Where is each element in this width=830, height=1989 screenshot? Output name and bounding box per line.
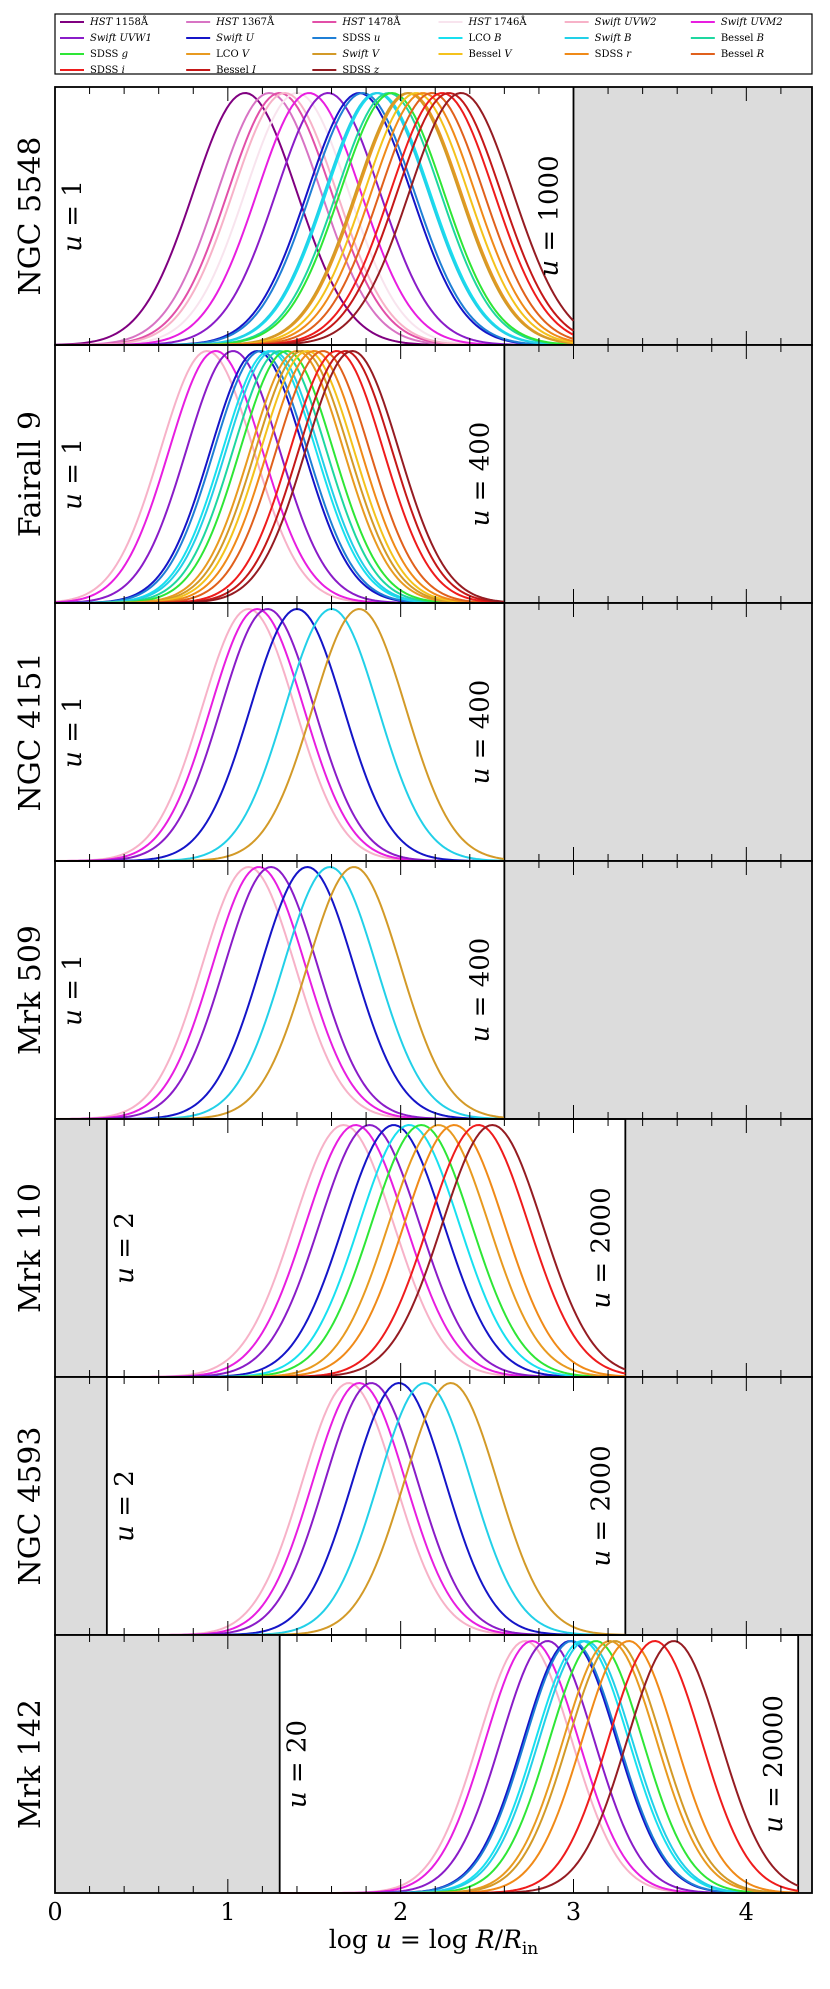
legend-label-swift-v: Swift V [342, 49, 381, 60]
u-max-label: u = 400 [465, 938, 495, 1043]
u-min-label: u = 1 [58, 180, 88, 252]
excluded-region-right [573, 87, 812, 345]
excluded-region-right [798, 1635, 812, 1893]
series-line-swift-uvw1 [55, 865, 505, 1120]
excluded-region-left [55, 1635, 280, 1893]
legend-label-lco-v: LCO V [216, 49, 251, 60]
x-tick-label: 4 [739, 1898, 754, 1926]
u-max-label: u = 2000 [586, 1445, 616, 1566]
legend-label-swift-uvw2: Swift UVW2 [595, 17, 657, 28]
object-name-label: NGC 4151 [13, 652, 48, 811]
excluded-region-right [504, 861, 812, 1119]
panel-frame [54, 1634, 813, 1894]
series-line-sdss-r [279, 1640, 799, 1894]
series-group [54, 91, 575, 346]
panel-mrk-142: u = 20 u = 20000 Mrk 142 [13, 1634, 813, 1894]
excluded-region-right [504, 603, 812, 861]
legend-label-bessel-v: Bessel V [469, 49, 514, 60]
panel-mrk-509: u = 1 u = 400 Mrk 509 [13, 860, 813, 1120]
series-group [54, 865, 505, 1120]
series-group [106, 1381, 626, 1636]
legend-label-bessel-i: Bessel I [216, 65, 257, 76]
legend-label-sdss-g: SDSS g [90, 49, 128, 60]
legend-label-sdss-i: SDSS i [90, 65, 125, 76]
excluded-region-left [55, 1119, 107, 1377]
legend-label-swift-uvw1: Swift UVW1 [90, 33, 152, 44]
series-line-swift-uvw2 [54, 607, 505, 862]
u-min-label: u = 1 [58, 954, 88, 1026]
series-line-swift-uvw2 [106, 1382, 626, 1636]
x-axis-title: log u = log R/Rin [329, 1925, 538, 1959]
legend-label-sdss-r: SDSS r [595, 49, 633, 60]
excluded-region-right [504, 345, 812, 603]
excluded-region-left [55, 1377, 107, 1635]
legend-label-hst-1746: HST 1746Å [468, 16, 528, 28]
u-min-label: u = 2 [110, 1212, 140, 1284]
legend-label-swift-b: Swift B [595, 33, 632, 44]
panels: u = 1 u = 1000 NGC 5548 u = 1 u = 400 Fairall… [13, 86, 813, 1894]
legend-label-bessel-b: Bessel B [721, 33, 764, 44]
object-name-label: Mrk 509 [13, 925, 48, 1055]
panel-mrk-110: u = 2 u = 2000 Mrk 110 [13, 1118, 813, 1378]
excluded-region-right [625, 1377, 812, 1635]
series-line-swift-uvm2 [106, 1381, 626, 1636]
series-line-swift-u [55, 607, 505, 862]
legend-label-sdss-u: SDSS u [342, 33, 380, 44]
series-line-swift-b [55, 608, 505, 862]
excluded-region-right [625, 1119, 812, 1377]
legend-label-hst-1367: HST 1367Å [215, 16, 275, 28]
u-max-label: u = 20000 [759, 1695, 789, 1833]
series-line-swift-u [106, 1124, 626, 1378]
panel-fairall-9: u = 1 u = 400 Fairall 9 [13, 344, 813, 604]
panel-ngc-4593: u = 2 u = 2000 NGC 4593 [13, 1376, 813, 1636]
u-max-label: u = 400 [465, 422, 495, 527]
panel-ngc-4151: u = 1 u = 400 NGC 4151 [13, 602, 813, 862]
legend: HST 1158Å HST 1367Å HST 1478Å HST 1746Å Swif… [54, 13, 813, 76]
series-line-swift-v [106, 1381, 626, 1636]
series-line-swift-u [55, 865, 505, 1120]
object-name-label: NGC 4593 [13, 1426, 48, 1585]
x-axis: 0 1 2 3 4 log u = log R/Rin [47, 1898, 754, 1959]
object-name-label: Fairall 9 [13, 411, 48, 537]
legend-label-bessel-r: Bessel R [721, 49, 765, 60]
panel-ngc-5548: u = 1 u = 1000 NGC 5548 [13, 86, 813, 346]
legend-frame [54, 13, 813, 75]
u-min-label: u = 20 [283, 1720, 313, 1808]
object-name-label: NGC 5548 [13, 136, 48, 295]
x-tick-label: 3 [566, 1898, 581, 1926]
legend-label-lco-b: LCO B [469, 33, 502, 44]
series-group [106, 1123, 626, 1378]
series-line-swift-uvm2 [54, 607, 505, 862]
x-tick-label: 2 [393, 1898, 408, 1926]
u-min-label: u = 2 [110, 1470, 140, 1542]
u-max-label: u = 400 [465, 680, 495, 785]
series-line-swift-uvw2 [54, 865, 505, 1120]
series-line-swift-b [106, 1381, 626, 1636]
series-line-swift-v [55, 608, 505, 862]
series-line-swift-uvw1 [106, 1382, 626, 1636]
legend-label-swift-uvm2: Swift UVM2 [721, 17, 783, 28]
series-group [54, 349, 505, 604]
u-min-label: u = 1 [58, 696, 88, 768]
series-group [279, 1639, 799, 1894]
u-max-label: u = 1000 [534, 155, 564, 276]
legend-label-hst-1158: HST 1158Å [89, 16, 149, 28]
series-line-swift-uvw1 [55, 608, 505, 862]
x-tick-label: 0 [47, 1898, 62, 1926]
x-tick-label: 1 [220, 1898, 235, 1926]
object-name-label: Mrk 110 [13, 1183, 48, 1313]
u-min-label: u = 1 [58, 438, 88, 510]
legend-label-sdss-z: SDSS z [342, 65, 380, 76]
legend-label-hst-1478: HST 1478Å [341, 16, 401, 28]
u-max-label: u = 2000 [586, 1187, 616, 1308]
object-name-label: Mrk 142 [13, 1699, 48, 1829]
series-line-swift-u [106, 1381, 626, 1636]
legend-label-swift-u: Swift U [216, 33, 255, 44]
series-group [54, 607, 505, 862]
